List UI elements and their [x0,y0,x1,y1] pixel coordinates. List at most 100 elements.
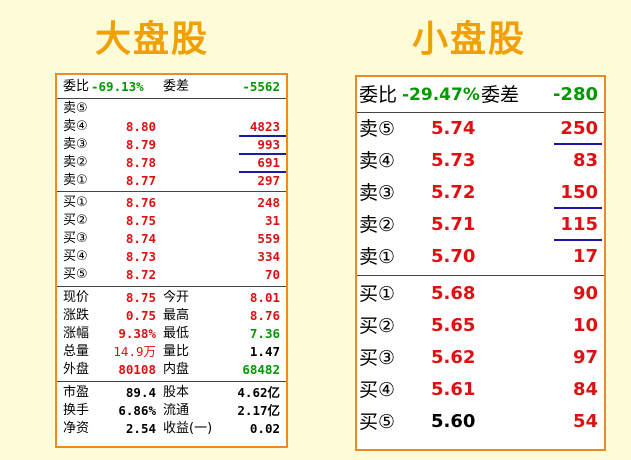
sell-row: 卖① 5.70 17 [357,241,604,273]
buy-price: 5.62 [431,347,476,368]
sell-price: 5.70 [431,246,476,267]
sell-volume: 297 [257,173,280,188]
sell-price: 8.79 [125,137,156,152]
buy-volume: 248 [257,195,280,210]
sell-volume: 4823 [249,119,280,134]
volume-underline [239,171,286,173]
stat-value: 8.75 [125,290,156,305]
volume-underline [554,239,602,241]
order-diff-value: -280 [552,84,598,105]
buy-volume: 10 [572,315,598,336]
fund-label: 换手 [63,403,90,418]
buy-label: 买① [359,283,396,305]
order-diff-value: -5562 [242,79,280,94]
stat-value: 0.75 [125,308,156,323]
buy-label: 买② [359,315,396,337]
buy-price: 5.61 [431,379,476,400]
buy-row: 买④ 8.73 334 [57,248,286,266]
stat-row: 外盘 80108 内盘 68482 [57,361,286,379]
buy-price: 8.76 [125,195,156,210]
sell-volume: 150 [560,182,598,203]
buy-volume: 70 [264,267,280,282]
volume-underline [554,143,602,145]
sell-label: 卖② [359,214,396,236]
stat-row: 总量 14.9万 量比 1.47 [57,343,286,361]
fund-label: 流通 [163,403,190,418]
fund-value: 0.02 [249,421,280,436]
sell-price: 8.77 [125,173,156,188]
stat-label: 涨跌 [63,308,90,323]
buy-row: 买③ 5.62 97 [357,342,604,374]
stat-label: 外盘 [63,362,90,377]
sell-volume: 17 [572,246,598,267]
stat-label: 最低 [163,326,190,341]
sell-volume: 993 [257,137,280,152]
buy-label: 买⑤ [359,411,396,433]
volume-underline [239,153,286,155]
buy-price: 8.72 [125,267,156,282]
stat-label: 量比 [163,344,190,359]
stat-value: 80108 [118,362,156,377]
order-ratio-value: -29.47% [402,85,480,105]
buy-price: 8.75 [125,213,156,228]
buy-volume: 90 [572,283,598,304]
stat-label: 最高 [163,308,190,323]
stat-row: 涨跌 0.75 最高 8.76 [57,307,286,325]
buy-volume: 334 [257,249,280,264]
stat-label: 涨幅 [63,326,90,341]
buy-price: 5.68 [431,283,476,304]
sell-label: 卖③ [63,137,88,152]
sell-price: 5.73 [431,150,476,171]
stat-value: 9.38% [118,326,156,341]
large-cap-quote-panel: 委比 -69.13% 委差 -5562 卖⑤ 卖④ 8.80 4823 卖③ 8… [55,73,288,448]
buy-row: 买⑤ 5.60 54 [357,406,604,438]
buy-price: 5.60 [431,411,476,432]
sell-row: 卖③ 5.72 150 [357,177,604,209]
buy-label: 买② [63,213,88,228]
stat-value: 68482 [242,362,280,377]
sell-label: 卖④ [359,150,396,172]
buy-label: 买③ [359,347,396,369]
sell-volume: 691 [257,155,280,170]
stat-row: 涨幅 9.38% 最低 7.36 [57,325,286,343]
stat-value: 8.01 [249,290,280,305]
fund-label: 净资 [63,421,90,436]
buy-volume: 559 [257,231,280,246]
fund-value: 2.17亿 [237,403,280,418]
volume-underline [239,135,286,137]
stat-value: 14.9万 [113,344,156,359]
order-diff-label: 委差 [481,84,520,106]
buy-volume: 84 [572,379,598,400]
buy-label: 买④ [359,379,396,401]
buy-price: 8.73 [125,249,156,264]
sell-label: 卖⑤ [359,118,396,140]
buy-label: 买④ [63,249,88,264]
buy-volume: 97 [572,347,598,368]
fund-label: 股本 [163,385,190,400]
buy-price: 8.74 [125,231,156,246]
order-diff-label: 委差 [163,79,190,94]
fund-value: 6.86% [118,403,156,418]
large-cap-title: 大盘股 [95,19,210,60]
stat-label: 总量 [63,344,90,359]
order-ratio-value: -69.13% [91,79,144,94]
small-cap-quote-panel: 委比 -29.47% 委差 -280 卖⑤ 5.74 250 卖④ 5.73 8… [355,75,606,451]
stat-label: 内盘 [163,362,190,377]
fund-value: 89.4 [125,385,156,400]
volume-underline [554,207,602,209]
sell-label: 卖① [359,246,396,268]
sell-price: 5.72 [431,182,476,203]
sell-label: 卖② [63,155,88,170]
buy-row: 买① 8.76 248 [57,194,286,212]
sell-price: 8.80 [125,119,156,134]
fund-label: 收益(一) [163,421,213,436]
sell-volume: 115 [560,214,598,235]
sell-price: 5.74 [431,118,476,139]
sell-price: 5.71 [431,214,476,235]
order-ratio-row: 委比 -29.47% 委差 -280 [357,79,604,111]
buy-label: 买⑤ [63,267,88,282]
sell-label: 卖① [63,173,88,188]
fund-row: 净资 2.54 收益(一) 0.02 [57,420,286,438]
sell-label: 卖③ [359,182,396,204]
sell-row: 卖⑤ [57,100,286,118]
